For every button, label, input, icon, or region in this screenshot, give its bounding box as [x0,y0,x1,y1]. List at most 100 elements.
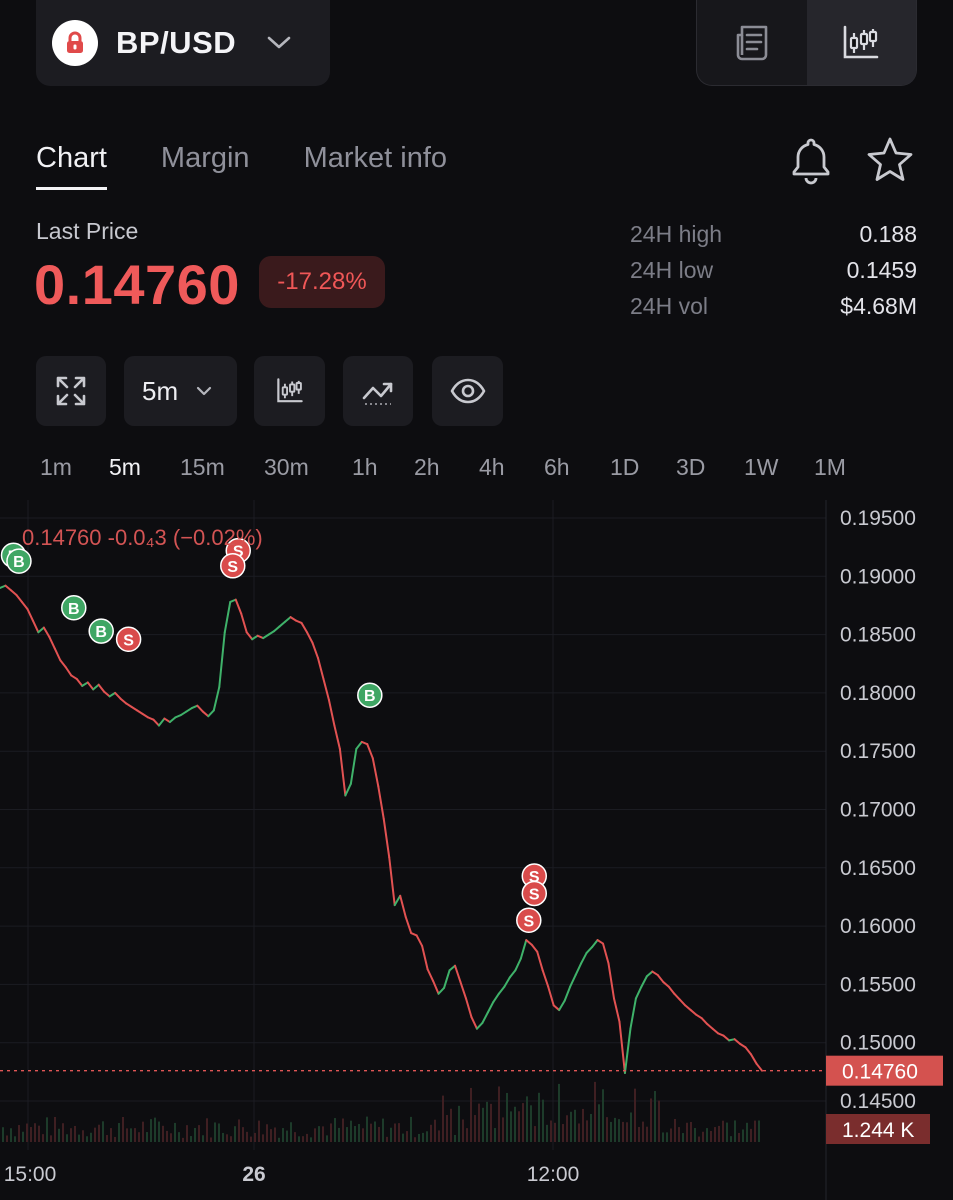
tab-margin[interactable]: Margin [160,142,250,174]
volume-bar [670,1128,672,1142]
price-segment [667,985,676,995]
tab-chart[interactable]: Chart [36,142,107,190]
volume-bar [166,1130,168,1142]
interval-label: 5m [142,375,179,406]
indicators-button[interactable] [254,356,325,426]
last-price-label: Last Price [36,218,139,244]
stat-label: 24H high [630,220,723,247]
volume-bar [526,1096,528,1142]
stat-label: 24H low [630,256,714,283]
eye-icon [450,378,485,404]
price-tick-label: 0.15500 [840,973,916,996]
price-axis: 0.19500 0.19000 0.18500 0.18000 0.17500 0.170… [826,507,943,1144]
timeframe-6h[interactable]: 6h [544,454,570,480]
timeframe-1w[interactable]: 1W [744,454,779,480]
volume-bar [622,1121,624,1142]
timeframe-1m[interactable]: 1m [40,454,72,480]
price-segment [591,939,599,949]
volume-bar [506,1092,508,1142]
price-tick-label: 0.19500 [840,507,916,530]
interval-select[interactable]: 5m [124,356,237,426]
volume-bar [706,1128,708,1142]
time-tick-label: 15:00 [4,1163,57,1186]
stat-row-high: 24H high 0.188 [630,216,917,252]
visibility-button[interactable] [432,356,503,426]
timeframe-1h[interactable]: 1h [352,454,378,480]
current-price-tag [826,1055,943,1086]
volume-bar [22,1131,24,1142]
volume-bar [118,1123,120,1142]
volume-bar [98,1124,100,1142]
price-segment [97,683,106,693]
tab-market-info[interactable]: Market info [303,142,448,174]
star-icon[interactable] [864,134,916,186]
volume-bar [406,1131,408,1142]
stat-value: 0.188 [859,220,917,247]
volume-bar [302,1136,304,1142]
price-segment [185,707,193,713]
timeframe-4h[interactable]: 4h [479,454,505,480]
price-segment [108,691,117,698]
marker-label: S [529,869,540,886]
price-segment [706,1023,714,1030]
price-tick-label: 0.17500 [840,740,916,763]
volume-bar [722,1120,724,1142]
price-segment [733,1038,742,1045]
volume-bar [210,1137,212,1142]
timeframe-15m[interactable]: 15m [180,454,225,480]
price-segment [722,1034,731,1042]
timeframe-30m[interactable]: 30m [264,454,309,480]
volume-bars [2,1081,760,1142]
timeframe-2h[interactable]: 2h [414,454,440,480]
drawing-tools-button[interactable] [343,356,413,426]
volume-bar [2,1127,4,1142]
lock-logo-icon [52,20,98,66]
timeframe-5m[interactable]: 5m [109,454,141,480]
price-segment [15,593,23,603]
timeframe-3d[interactable]: 3D [676,454,706,480]
volume-bar [446,1115,448,1142]
price-segment [492,992,500,1003]
volume-bar [106,1135,108,1142]
price-chart[interactable]: BBBBSSSBSSS 0.19500 0.19000 0.18500 0.18000… [0,500,953,1200]
price-segment [4,584,12,592]
volume-bar [266,1124,268,1142]
fullscreen-button[interactable] [36,356,106,426]
volume-bar [470,1087,472,1142]
volume-bar [174,1122,176,1142]
volume-bar [46,1117,48,1142]
pair-selector[interactable]: BP/USD [36,0,330,86]
volume-bar [694,1128,696,1142]
volume-bar [58,1128,60,1142]
timeframe-1m-month[interactable]: 1M [814,454,846,480]
volume-bar [682,1133,684,1142]
price-segment [377,785,385,820]
marker-circle [115,626,142,653]
price-segment [218,631,226,689]
timeframe-1d[interactable]: 1D [610,454,640,480]
volume-bar [390,1127,392,1142]
volume-bar [278,1137,280,1142]
marker-label: B [13,554,25,571]
price-segment [656,974,665,984]
price-segment [9,589,18,596]
volume-bar [186,1125,188,1142]
volume-bar [350,1120,352,1142]
price-segment [689,1009,698,1016]
volume-bar [566,1115,568,1142]
bell-icon[interactable] [786,134,836,186]
volume-bar [754,1120,756,1142]
orderbook-view-button[interactable] [697,0,807,85]
volume-bar [418,1133,420,1142]
marker-circle [61,595,87,621]
volume-bar [190,1136,192,1142]
volume-bar [318,1126,320,1142]
volume-bar [10,1128,12,1142]
volume-bar [626,1122,628,1142]
volume-bar [666,1132,668,1142]
volume-bar [554,1122,556,1142]
volume-bar [610,1121,612,1142]
volume-bar [654,1091,656,1142]
price-segment [508,969,517,979]
chart-view-button[interactable] [806,0,916,85]
